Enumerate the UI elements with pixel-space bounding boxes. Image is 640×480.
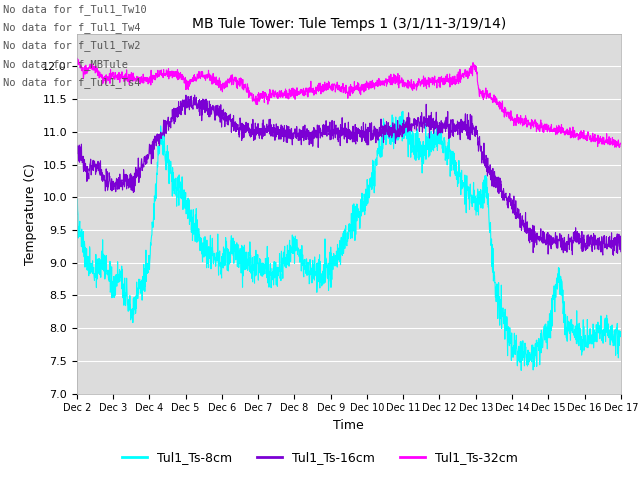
Tul1_Ts-8cm — [517, 368, 525, 373]
Text: No data for f_Tul1_Tw2: No data for f_Tul1_Tw2 — [3, 40, 141, 51]
Line: Tul1_Ts-16cm: Tul1_Ts-16cm — [77, 95, 621, 255]
Tul1_Ts-32cm — [73, 55, 81, 61]
Tul1_Ts-16cm — [602, 244, 609, 250]
Line: Tul1_Ts-8cm: Tul1_Ts-8cm — [77, 111, 621, 371]
Tul1_Ts-32cm — [602, 138, 609, 144]
Tul1_Ts-32cm — [601, 140, 609, 145]
Tul1_Ts-8cm — [602, 339, 609, 345]
Tul1_Ts-16cm — [338, 133, 346, 139]
Tul1_Ts-16cm — [502, 191, 509, 196]
Tul1_Ts-8cm — [602, 315, 609, 321]
Tul1_Ts-8cm — [100, 254, 108, 260]
Tul1_Ts-32cm — [502, 110, 509, 116]
Tul1_Ts-16cm — [100, 178, 108, 183]
Tul1_Ts-32cm — [323, 83, 331, 89]
Tul1_Ts-32cm — [73, 56, 81, 62]
Line: Tul1_Ts-32cm: Tul1_Ts-32cm — [77, 58, 621, 147]
Tul1_Ts-8cm — [337, 234, 345, 240]
Text: No data for f_Tul1_Tw10: No data for f_Tul1_Tw10 — [3, 4, 147, 15]
Tul1_Ts-16cm — [601, 241, 609, 247]
Tul1_Ts-8cm — [323, 263, 331, 268]
Tul1_Ts-16cm — [323, 126, 331, 132]
Tul1_Ts-16cm — [617, 249, 625, 254]
Tul1_Ts-8cm — [399, 108, 406, 114]
Tul1_Ts-32cm — [617, 141, 625, 146]
Tul1_Ts-32cm — [338, 88, 346, 94]
X-axis label: Time: Time — [333, 419, 364, 432]
Y-axis label: Temperature (C): Temperature (C) — [24, 163, 36, 264]
Tul1_Ts-8cm — [502, 325, 509, 331]
Text: No data for f_MBTule: No data for f_MBTule — [3, 59, 128, 70]
Text: No data for f_Tul1_Ts4: No data for f_Tul1_Ts4 — [3, 77, 141, 88]
Legend: Tul1_Ts-8cm, Tul1_Ts-16cm, Tul1_Ts-32cm: Tul1_Ts-8cm, Tul1_Ts-16cm, Tul1_Ts-32cm — [117, 446, 523, 469]
Tul1_Ts-32cm — [615, 144, 623, 150]
Tul1_Ts-8cm — [73, 212, 81, 217]
Title: MB Tule Tower: Tule Temps 1 (3/1/11-3/19/14): MB Tule Tower: Tule Temps 1 (3/1/11-3/19… — [191, 17, 506, 31]
Tul1_Ts-32cm — [101, 74, 109, 80]
Tul1_Ts-8cm — [617, 333, 625, 339]
Tul1_Ts-16cm — [610, 252, 618, 258]
Tul1_Ts-16cm — [73, 146, 81, 152]
Text: No data for f_Tul1_Tw4: No data for f_Tul1_Tw4 — [3, 22, 141, 33]
Tul1_Ts-16cm — [191, 92, 198, 98]
